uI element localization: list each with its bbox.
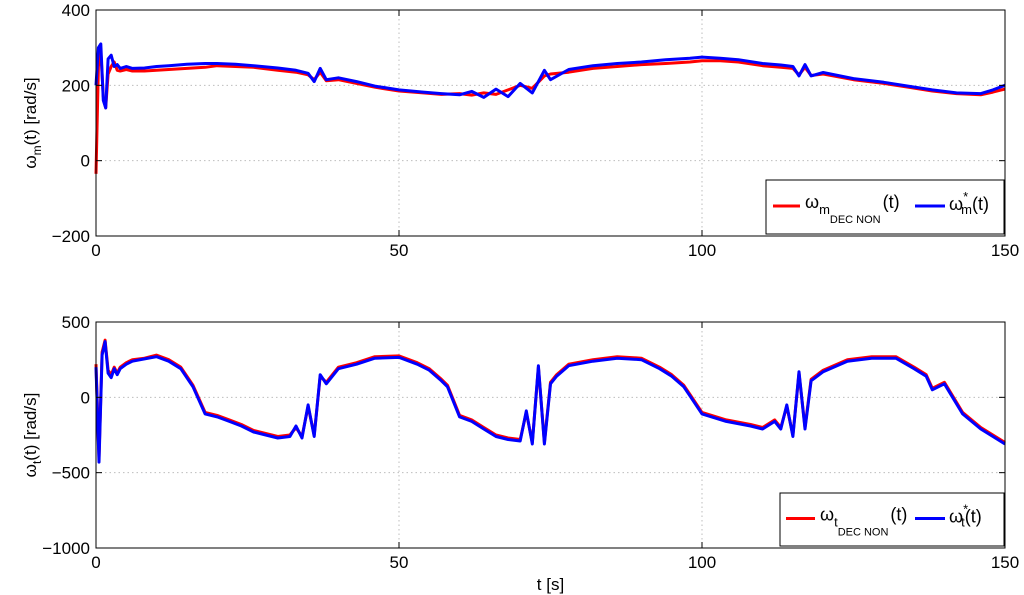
y-tick-label: 200 (62, 76, 90, 95)
y-axis-label: ωt(t) [rad/s] (21, 393, 44, 478)
x-axis-label: t [s] (537, 575, 564, 594)
x-tick-label: 100 (688, 241, 716, 260)
x-tick-label: 0 (91, 241, 100, 260)
axes-box (95, 321, 1006, 549)
legend-label-1: ωmDEC NON(t) (805, 192, 900, 226)
y-tick-label: −500 (52, 464, 90, 483)
y-tick-label: −1000 (42, 539, 90, 558)
y-tick-label: 500 (62, 313, 90, 332)
y-tick-label: 0 (81, 152, 90, 171)
axes-box (95, 9, 1006, 237)
legend-label-1: ωtDEC NON(t) (820, 505, 907, 539)
legend-box (779, 492, 1005, 547)
legend: ωmDEC NON(t) ω* m(t) (765, 179, 1005, 235)
x-tick-label: 0 (91, 553, 100, 572)
legend-label-2: ω* m(t) (949, 189, 989, 217)
y-axis-label: ωm(t) [rad/s] (21, 77, 44, 168)
y-tick-label: 0 (81, 388, 90, 407)
x-tick-label: 50 (390, 553, 409, 572)
legend-label-2: ω* t(t) (949, 502, 982, 530)
chart-2: 0 50 100 150 −1000 −500 0 500 ωt(t) [rad/s] t [s]… (21, 313, 1019, 594)
y-tick-label: 400 (62, 1, 90, 20)
x-tick-label: 150 (991, 241, 1019, 260)
y-tick-label: −200 (52, 227, 90, 246)
x-tick-label: 100 (688, 553, 716, 572)
legend-box (765, 179, 1005, 235)
series-line-blue (94, 340, 1006, 464)
x-tick-label: 50 (390, 241, 409, 260)
series-line-blue (94, 42, 1006, 110)
x-tick-label: 150 (991, 553, 1019, 572)
legend: ωtDEC NON(t) ω* t(t) (779, 492, 1005, 547)
